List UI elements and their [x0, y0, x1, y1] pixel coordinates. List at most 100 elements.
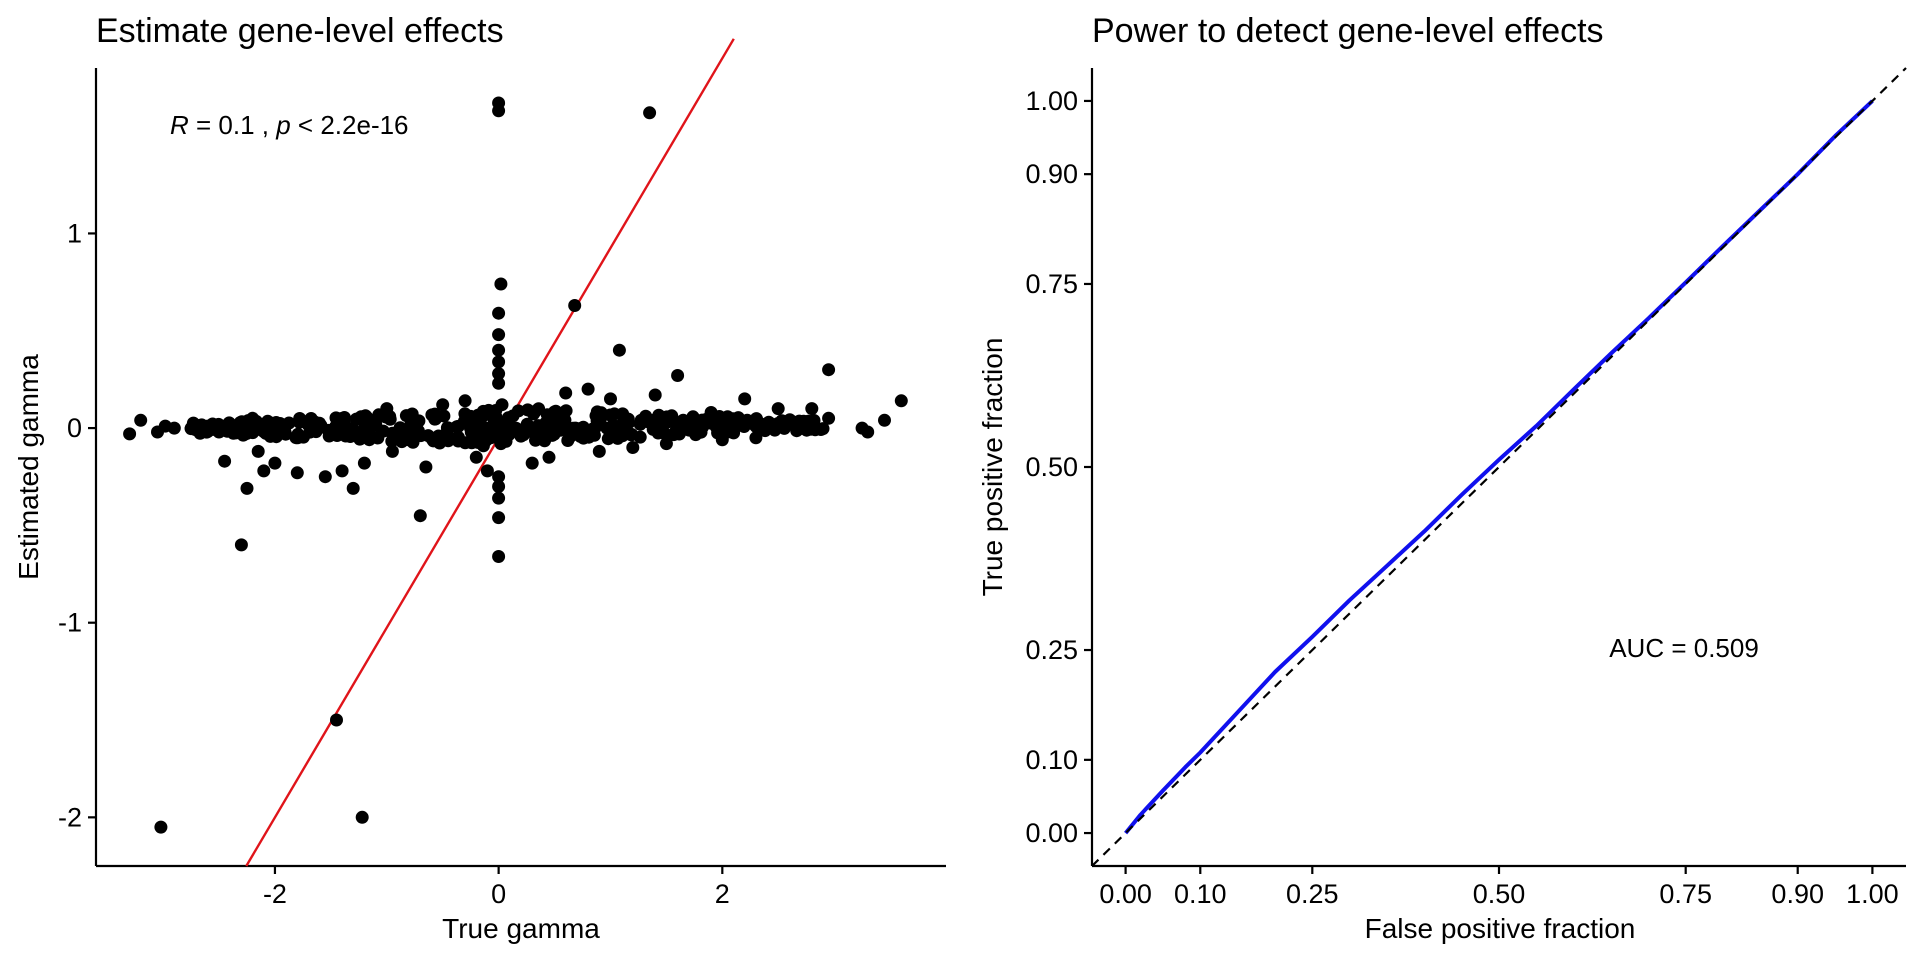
scatter-point-cloud	[477, 431, 491, 445]
scatter-point-cloud	[458, 436, 472, 450]
scatter-point-58	[525, 456, 539, 470]
scatter-point-28	[492, 104, 506, 118]
scatter-point-36	[492, 470, 506, 484]
right-x-tick-label: 0.25	[1286, 879, 1339, 909]
scatter-point-16	[346, 481, 360, 495]
right-panel: Power to detect gene-level effects 0.00 0…	[977, 12, 1907, 944]
scatter-point-cloud	[746, 417, 760, 431]
scatter-point-6	[212, 425, 226, 439]
scatter-point-cloud	[654, 418, 667, 432]
scatter-point-cloud	[637, 414, 651, 428]
scatter-point-15	[335, 464, 349, 478]
scatter-point-47	[822, 363, 836, 377]
left-y-tick-label: 1	[67, 218, 82, 248]
scatter-point-63	[559, 386, 573, 400]
scatter-point-29	[494, 277, 508, 291]
scatter-point-cloud	[714, 416, 728, 430]
left-correlation-annotation: R = 0.1 , p < 2.2e-16	[170, 110, 409, 140]
right-y-tick-label: 0.50	[1025, 452, 1078, 482]
scatter-point-37	[492, 480, 506, 493]
scatter-point-23	[480, 464, 494, 478]
right-y-tick-label: 0.25	[1025, 635, 1078, 665]
scatter-point-19	[413, 509, 427, 523]
scatter-point-20	[419, 460, 433, 474]
scatter-point-cloud	[624, 428, 638, 442]
scatter-point-cloud	[675, 415, 689, 429]
scatter-point-56	[894, 394, 908, 408]
right-x-tick-label: 0.00	[1099, 879, 1152, 909]
scatter-point-cloud	[222, 416, 236, 430]
right-x-tick-label: 0.50	[1473, 879, 1526, 909]
scatter-point-9	[240, 481, 254, 495]
scatter-point-34	[492, 367, 506, 381]
right-panel-title: Power to detect gene-level effects	[1092, 12, 1604, 50]
scatter-point-cloud	[594, 406, 608, 420]
scatter-point-cloud	[458, 407, 472, 421]
scatter-point-42	[495, 398, 509, 412]
scatter-point-cloud	[334, 412, 348, 426]
scatter-point-cloud	[450, 420, 464, 434]
scatter-point-12	[268, 456, 282, 470]
right-y-tick-label: 0.75	[1025, 269, 1078, 299]
scatter-point-cloud	[531, 419, 545, 433]
left-y-axis-title: Estimated gamma	[13, 354, 44, 580]
right-y-tick-label: 1.00	[1025, 86, 1078, 116]
scatter-point-cloud	[792, 414, 806, 428]
scatter-point-cloud	[304, 412, 318, 425]
scatter-point-55	[878, 413, 891, 427]
scatter-point-cloud	[293, 415, 306, 429]
scatter-point-1	[134, 413, 148, 427]
scatter-point-50	[771, 402, 785, 416]
scatter-point-cloud	[768, 420, 782, 434]
scatter-point-cloud	[545, 428, 559, 442]
scatter-point-38	[492, 491, 506, 505]
scatter-point-cloud	[604, 430, 618, 444]
scatter-point-32	[492, 343, 506, 357]
left-y-tick-label: 0	[67, 413, 82, 443]
series-chance-line	[1091, 67, 1907, 867]
scatter-point-21	[458, 394, 472, 408]
scatter-point-48	[648, 388, 662, 402]
scatter-point-10	[251, 444, 265, 458]
right-x-tick-label: 0.90	[1771, 879, 1824, 909]
scatter-point-35	[492, 376, 506, 390]
scatter-point-40	[492, 550, 506, 563]
scatter-point-cloud	[511, 404, 525, 418]
scatter-point-cloud	[652, 408, 666, 422]
scatter-point-49	[738, 392, 752, 406]
scatter-point-cloud	[529, 433, 542, 447]
scatter-point-cloud	[726, 412, 740, 426]
scatter-point-13	[290, 466, 304, 480]
right-y-tick-label: 0.10	[1025, 745, 1078, 775]
regression-line	[245, 38, 735, 867]
scatter-point-67	[246, 411, 260, 425]
scatter-point-8	[234, 538, 248, 552]
auc-annotation: AUC = 0.509	[1609, 633, 1759, 663]
scatter-point-cloud	[477, 406, 491, 420]
scatter-point-cloud	[520, 417, 534, 431]
scatter-point-cloud	[514, 429, 528, 443]
scatter-point-cloud	[291, 427, 305, 441]
scatter-point-59	[592, 444, 606, 458]
scatter-point-18	[385, 444, 399, 458]
right-x-tick-label: 1.00	[1846, 879, 1899, 909]
scatter-point-cloud	[187, 420, 201, 434]
scatter-point-41	[494, 437, 508, 451]
scatter-point-cloud	[273, 417, 287, 430]
r-value: = 0.1 ,	[189, 110, 276, 140]
scatter-point-68	[380, 402, 394, 416]
scatter-point-52	[822, 411, 836, 425]
scatter-point-cloud	[411, 424, 425, 438]
scatter-point-51	[805, 402, 819, 416]
scatter-point-cloud	[561, 434, 575, 447]
scatter-point-cloud	[369, 418, 383, 432]
left-x-tick-label: 2	[715, 879, 730, 909]
scatter-point-30	[492, 306, 506, 320]
scatter-point-cloud	[579, 429, 593, 443]
scatter-point-26	[154, 820, 168, 834]
scatter-point-45	[612, 343, 626, 357]
left-panel-title: Estimate gene-level effects	[96, 12, 504, 50]
scatter-point-cloud	[689, 428, 703, 442]
